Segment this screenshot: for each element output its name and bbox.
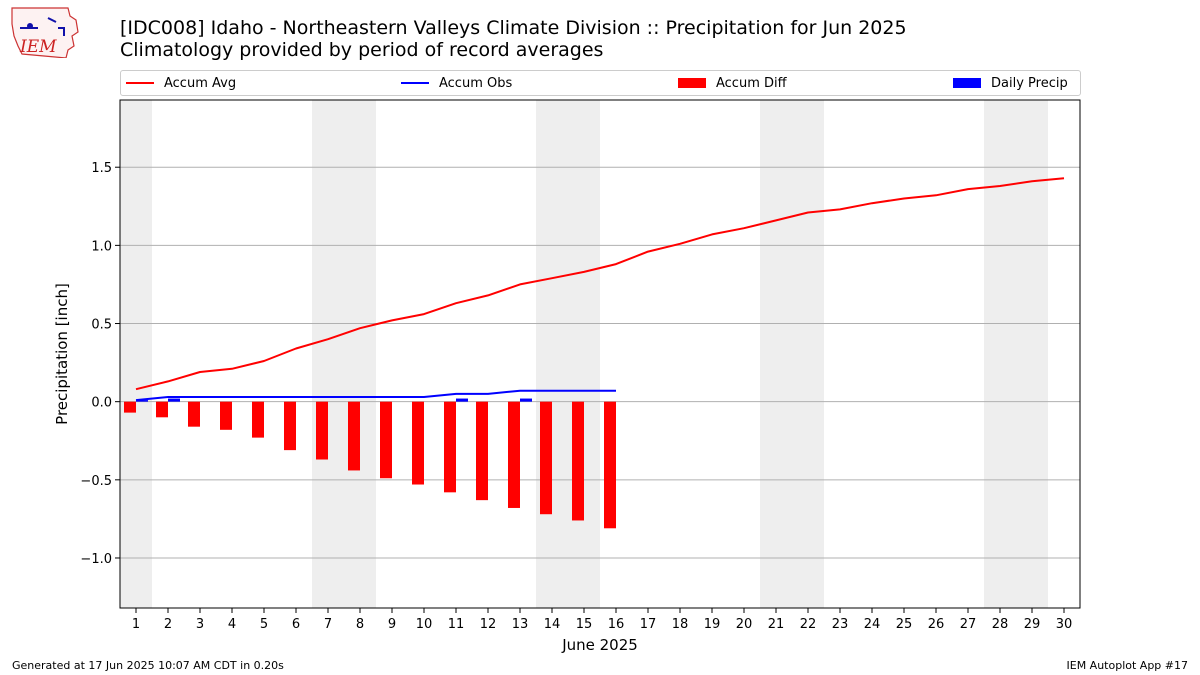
accum-diff-bar <box>188 401 200 427</box>
x-tick-label: 1 <box>132 617 140 632</box>
x-tick-label: 30 <box>1056 617 1073 632</box>
accum-obs-line <box>135 389 616 402</box>
y-axis-label: Precipitation [inch] <box>53 283 71 425</box>
legend-item-accum-diff: Accum Diff <box>678 71 787 95</box>
accum-diff-bar <box>252 401 264 438</box>
accum-diff-bar <box>572 401 584 521</box>
weekend-shading <box>984 100 1048 608</box>
legend-label: Daily Precip <box>991 75 1068 91</box>
x-tick-label: 27 <box>960 617 977 632</box>
y-tick-label: 0.0 <box>91 396 112 411</box>
iem-logo: IEM <box>11 7 79 58</box>
weekend-shading <box>760 100 824 608</box>
x-tick-label: 24 <box>864 617 881 632</box>
y-tick-label: 0.5 <box>91 318 112 333</box>
daily-precip-bar <box>136 400 148 402</box>
x-tick-label: 6 <box>292 617 300 632</box>
accum-diff-bar <box>348 401 360 471</box>
accum-diff-bar <box>124 401 136 413</box>
x-tick-label: 9 <box>388 617 396 632</box>
chart-title: [IDC008] Idaho - Northeastern Valleys Cl… <box>120 17 907 39</box>
x-tick-label: 16 <box>608 617 625 632</box>
accum-diff-bar <box>604 401 616 529</box>
legend-label: Accum Avg <box>164 75 237 91</box>
legend-item-accum-obs: Accum Obs <box>401 71 512 95</box>
legend-item-daily-precip: Daily Precip <box>953 71 1068 95</box>
x-tick-label: 17 <box>640 617 657 632</box>
legend-swatch <box>401 82 429 84</box>
chart-legend: Accum Avg Accum Obs Accum Diff Daily Pre… <box>120 70 1081 96</box>
accum-avg-line <box>135 177 1065 391</box>
x-tick-label: 10 <box>416 617 433 632</box>
x-tick-label: 13 <box>512 617 529 632</box>
x-tick-label: 19 <box>704 617 721 632</box>
svg-text:IEM: IEM <box>19 37 57 57</box>
legend-label: Accum Obs <box>439 75 513 91</box>
x-tick-label: 22 <box>800 617 817 632</box>
weekend-shading <box>120 100 152 608</box>
legend-item-accum-avg: Accum Avg <box>126 71 236 95</box>
accum-diff-bar <box>412 401 424 485</box>
x-tick-label: 20 <box>736 617 753 632</box>
x-tick-label: 8 <box>356 617 364 632</box>
x-tick-label: 7 <box>324 617 332 632</box>
x-axis-label: June 2025 <box>561 636 638 654</box>
x-tick-label: 23 <box>832 617 849 632</box>
daily-precip-bar <box>456 398 468 402</box>
accum-diff-bar <box>316 401 328 460</box>
legend-swatch <box>126 82 154 84</box>
x-tick-label: 12 <box>480 617 497 632</box>
accum-diff-bar <box>540 401 552 515</box>
accum-diff-bar <box>220 401 232 430</box>
x-tick-label: 18 <box>672 617 689 632</box>
x-tick-label: 29 <box>1024 617 1041 632</box>
daily-precip-bar <box>520 398 532 402</box>
weekend-shading <box>312 100 376 608</box>
x-tick-label: 26 <box>928 617 945 632</box>
accum-diff-bar <box>284 401 296 451</box>
x-tick-label: 15 <box>576 617 593 632</box>
legend-swatch <box>953 78 981 88</box>
daily-precip-bar <box>168 398 180 402</box>
y-tick-label: 1.0 <box>91 239 112 254</box>
accum-diff-bar <box>380 401 392 479</box>
autoplot-app-label: IEM Autoplot App #17 <box>1066 659 1189 672</box>
x-tick-label: 11 <box>448 617 465 632</box>
accum-diff-bar <box>508 401 520 508</box>
x-tick-label: 21 <box>768 617 785 632</box>
plot-frame <box>119 99 1081 609</box>
accum-diff-bar <box>156 401 168 418</box>
accum-diff-bar <box>476 401 488 501</box>
legend-label: Accum Diff <box>716 75 787 91</box>
x-tick-label: 14 <box>544 617 561 632</box>
y-tick-label: −0.5 <box>80 474 112 489</box>
legend-swatch <box>678 78 706 88</box>
accum-diff-bar <box>444 401 456 493</box>
weekend-shading <box>536 100 600 608</box>
x-tick-label: 4 <box>228 617 236 632</box>
x-tick-label: 28 <box>992 617 1009 632</box>
y-tick-label: 1.5 <box>91 161 112 176</box>
generated-timestamp: Generated at 17 Jun 2025 10:07 AM CDT in… <box>12 659 284 672</box>
chart-subtitle: Climatology provided by period of record… <box>120 39 604 61</box>
x-tick-label: 3 <box>196 617 204 632</box>
x-tick-label: 2 <box>164 617 172 632</box>
x-tick-label: 25 <box>896 617 913 632</box>
x-tick-label: 5 <box>260 617 268 632</box>
y-tick-label: −1.0 <box>80 552 112 567</box>
